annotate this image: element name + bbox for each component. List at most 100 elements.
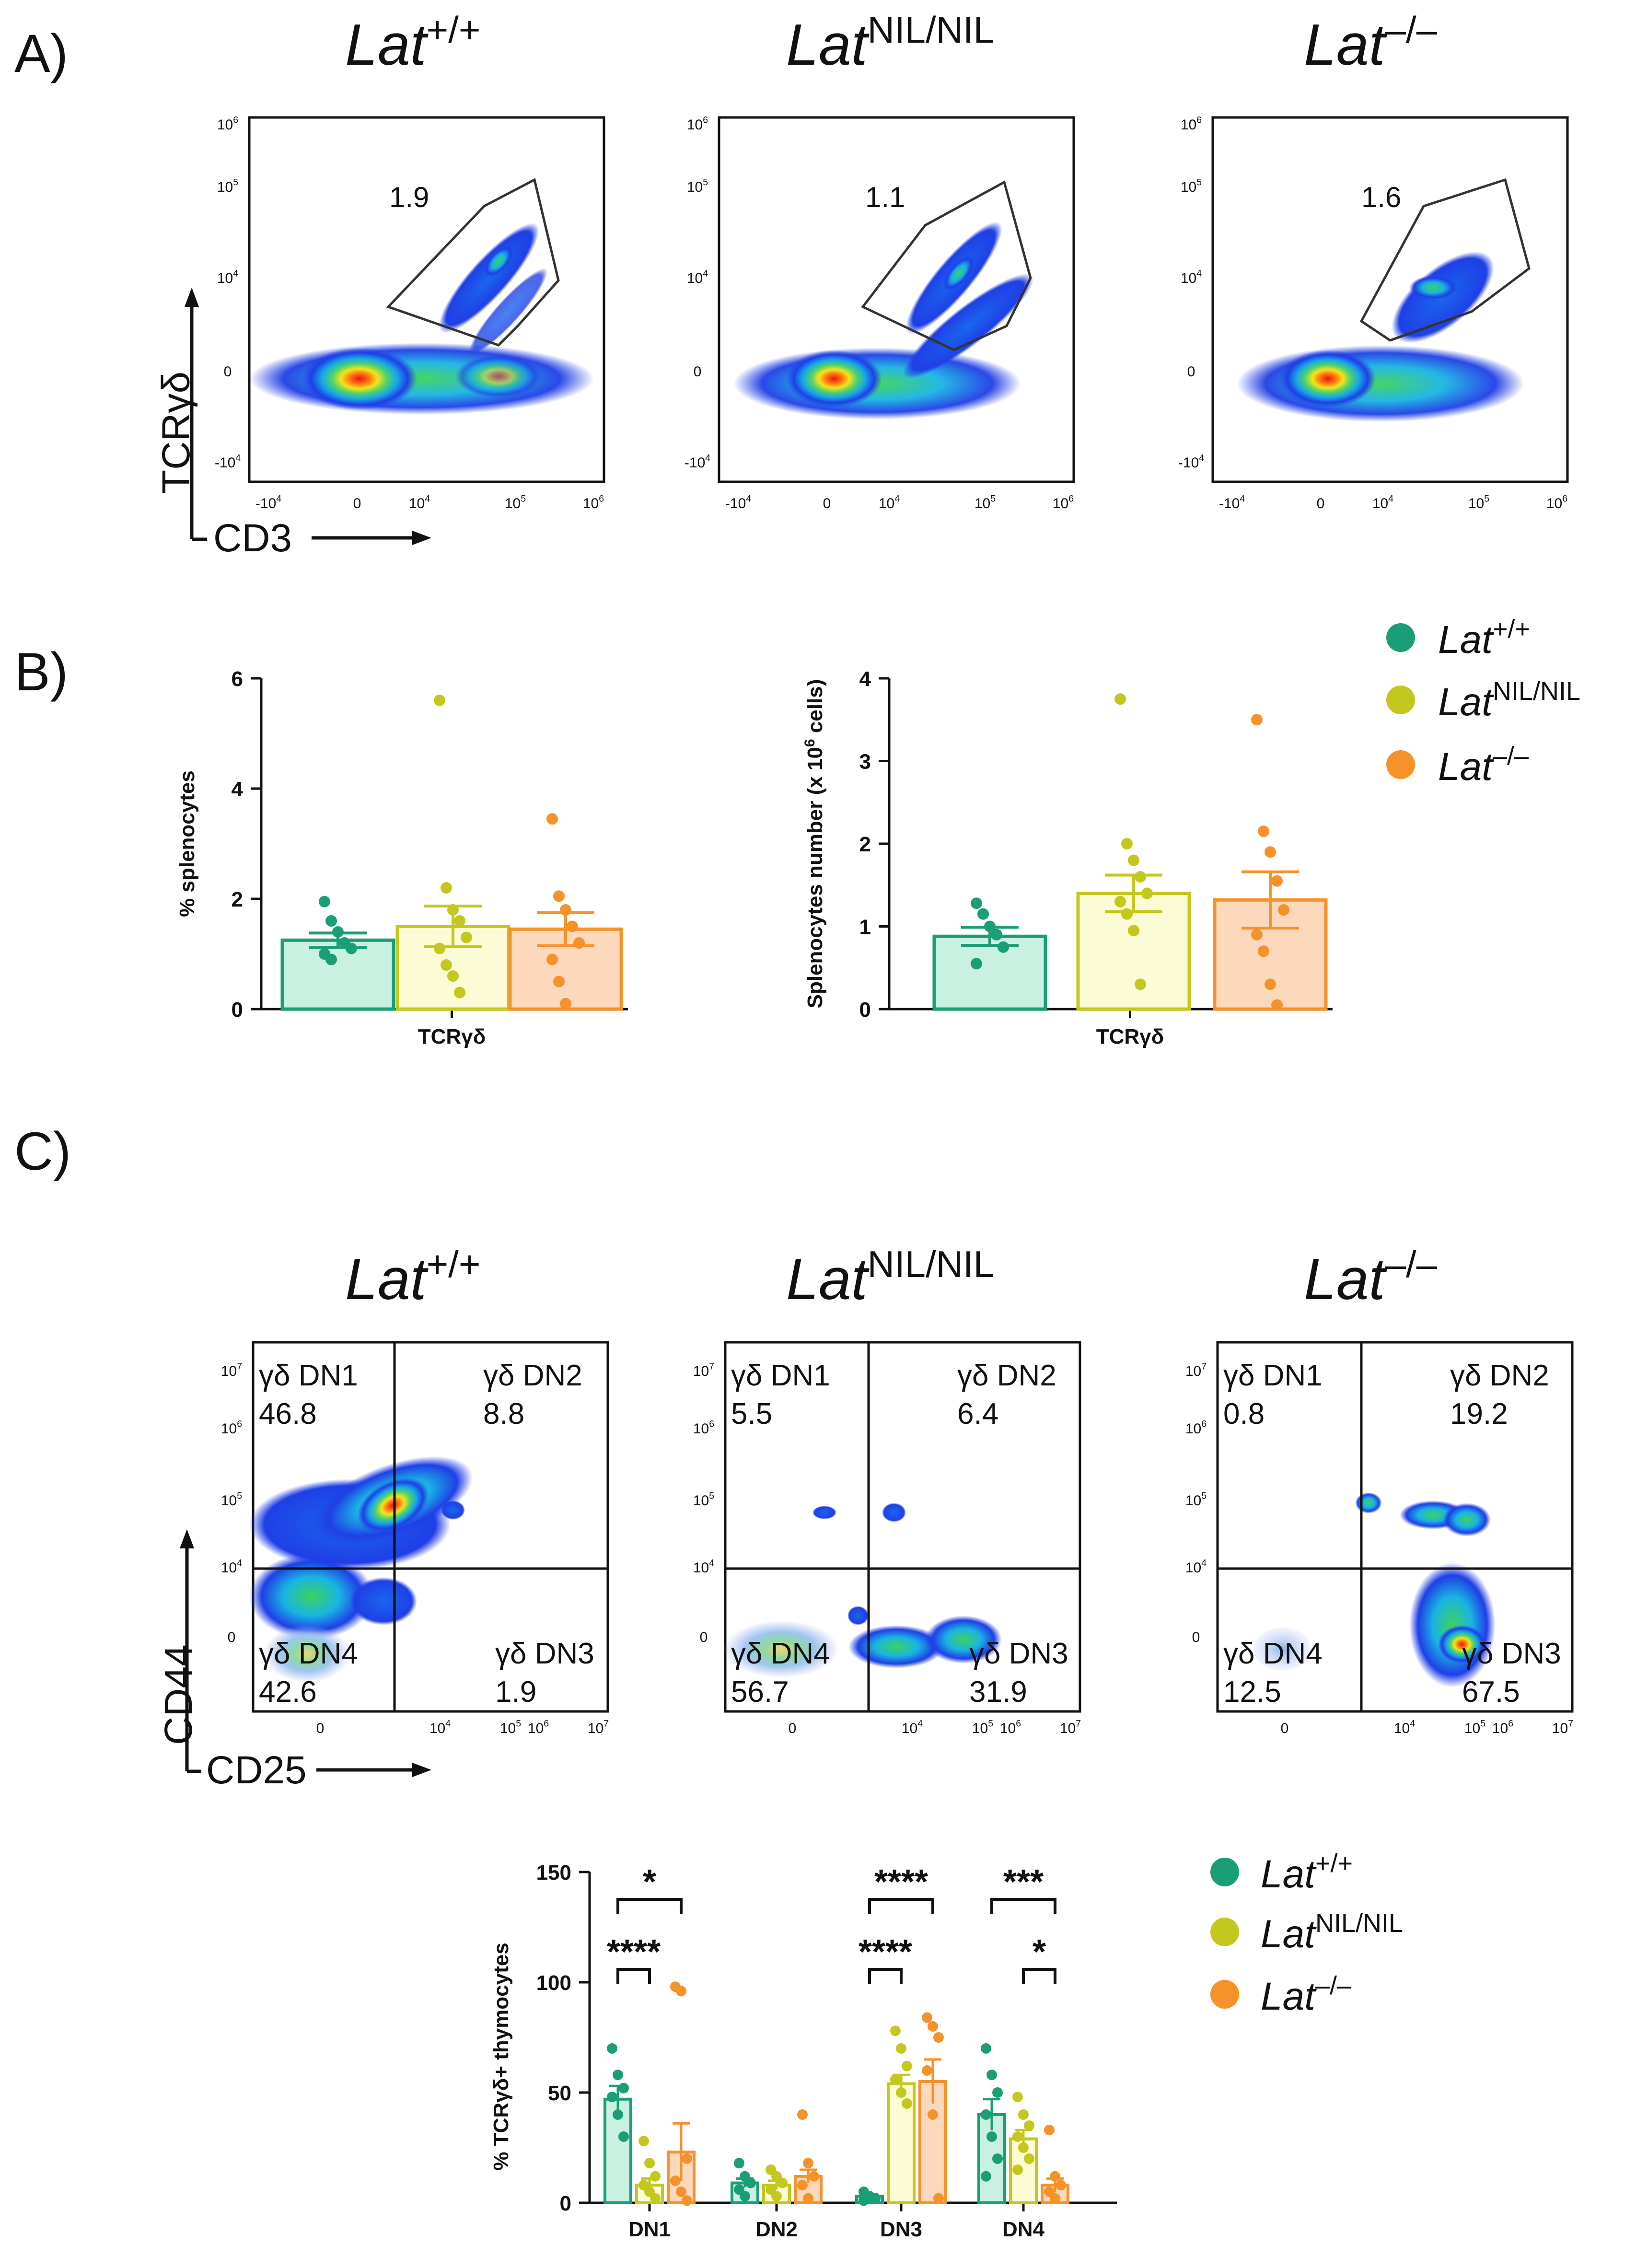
chart-b2-point-1-4: [1141, 887, 1153, 899]
c-xtick-2-1: 104: [1394, 1719, 1415, 1737]
chart-b1-ytick-label-0: 0: [232, 998, 243, 1022]
c-dn4-value-1: 56.7: [731, 1675, 789, 1709]
chart-b2-point-1-8: [1135, 978, 1146, 990]
c-dn4-label-1: γδ DN4: [731, 1637, 830, 1670]
chart-c-dn-subsets: 0 50 100 150 % TCRγδ+ thymocytes DN1 DN2 DN3 DN4…: [489, 1861, 1117, 2241]
a-xtick-0-0: -104: [255, 494, 281, 512]
chart-b2-point-2-1: [1258, 826, 1269, 837]
c-ytick-0-2: 105: [221, 1491, 242, 1509]
c2-point-2-2-2: [933, 2032, 944, 2043]
c2-point-2-2-3: [922, 2065, 932, 2076]
a-xtick-2-4: 106: [1546, 494, 1567, 512]
c2-ylabel: % TCRγδ+ thymocytes: [489, 1942, 513, 2170]
c-dn3-value-1: 31.9: [969, 1675, 1027, 1709]
chart-b2-ytick-label-4: 4: [859, 667, 871, 691]
c2-point-3-0-4: [986, 2131, 997, 2142]
c2-point-0-1-0: [638, 2136, 649, 2147]
c-ytick-2-2: 105: [1185, 1491, 1207, 1509]
c2-point-2-2-4: [928, 2109, 938, 2120]
c2-point-2-1-4: [896, 2087, 906, 2098]
c2-point-0-0-0: [607, 2043, 617, 2054]
c2-point-1-2-3: [797, 2180, 808, 2191]
chart-b2-point-0-2: [984, 920, 996, 932]
c2-ytick-label-1: 50: [548, 2082, 571, 2105]
c2-point-0-0-4: [613, 2109, 623, 2120]
chart-b2-point-1-7: [1128, 925, 1139, 937]
c-xtick-0-0: 0: [316, 1721, 325, 1736]
c-xtick-2-2: 105: [1464, 1719, 1485, 1737]
c2-bar-2-2: [918, 2080, 947, 2204]
chart-b1-point-2-7: [560, 998, 571, 1010]
c2-point-2-0-3: [859, 2195, 869, 2206]
panel-label-c: C): [14, 1121, 71, 1181]
flow-c-quadrant-labels: γδ DN1 46.8 γδ DN2 8.8 γδ DN4 42.6 γδ DN3 1.9 γδ…: [259, 1359, 1561, 1709]
c-dn1-label-0: γδ DN1: [259, 1359, 358, 1392]
chart-b1-point-2-2: [560, 904, 571, 916]
c-xtick-1-0: 0: [789, 1721, 797, 1736]
c2-point-0-1-2: [650, 2171, 661, 2182]
chart-b2-point-2-3: [1271, 875, 1283, 887]
c2-point-1-0-2: [745, 2177, 756, 2188]
chart-b1-point-2-6: [553, 976, 565, 988]
chart-b1-point-1-2: [447, 904, 459, 916]
a-xtick-0-2: 104: [409, 494, 430, 512]
chart-b1-point-1-7: [447, 970, 459, 982]
c-dn4-value-2: 12.5: [1223, 1675, 1281, 1709]
c-dn2-value-1: 6.4: [957, 1397, 998, 1431]
flow-a-axis-arrows: [185, 288, 431, 545]
c2-sig-label-2: ****: [874, 1863, 928, 1901]
a-ytick-1-1: 105: [687, 177, 708, 196]
c-xtick-2-0: 0: [1281, 1721, 1289, 1736]
a-xtick-0-1: 0: [353, 496, 361, 512]
c2-point-3-2-2: [1056, 2180, 1066, 2191]
chart-b2-point-0-3: [991, 929, 1002, 941]
chart-b1-ytick-label-2: 4: [232, 778, 244, 801]
chart-b2-point-2-4: [1278, 904, 1289, 916]
a-xtick-2-3: 105: [1468, 494, 1489, 512]
a-xtick-0-3: 105: [505, 494, 526, 512]
chart-b1-point-0-6: [325, 954, 337, 965]
chart-b2-point-0-1: [977, 908, 989, 920]
c2-point-3-2-4: [1050, 2193, 1060, 2204]
chart-b2-point-2-5: [1251, 929, 1263, 941]
panel-label-a: A): [14, 23, 68, 83]
a-xtick-1-2: 104: [879, 494, 900, 512]
chart-b2-point-2-7: [1265, 978, 1276, 990]
c2-point-0-1-1: [644, 2158, 655, 2169]
c2-sig-bracket-5: [1022, 1968, 1056, 1984]
a-xtick-2-1: 0: [1317, 496, 1325, 512]
a-ytick-2-4: -104: [1178, 453, 1204, 471]
c-xtick-2-3: 106: [1492, 1719, 1513, 1737]
c-xtick-1-4: 107: [1060, 1719, 1081, 1737]
c-title-wt: Lat+/+: [345, 1243, 480, 1312]
a-ytick-2-0: 106: [1181, 115, 1202, 133]
a-xtick-1-4: 106: [1053, 494, 1074, 512]
c-dn3-value-0: 1.9: [495, 1675, 536, 1709]
c-dn3-label-2: γδ DN3: [1462, 1637, 1561, 1670]
chart-b2-ytick-label-0: 0: [859, 998, 871, 1022]
c-dn2-label-0: γδ DN2: [483, 1359, 582, 1392]
chart-b1-bar-0: [280, 938, 395, 1011]
flow-plot-c-wt: [249, 1341, 609, 1713]
c-xtick-0-3: 106: [528, 1719, 549, 1737]
chart-b2-point-0-4: [998, 941, 1009, 953]
chart-b1-ytick-label-1: 2: [232, 888, 243, 911]
chart-b1-point-1-6: [441, 959, 452, 971]
c2-point-2-1-3: [890, 2074, 901, 2085]
flow-a-tick-labels: -104 0 104 105 106 106 105 104 0 -104 -104 0 104 105 1…: [215, 115, 1567, 512]
c2-point-3-0-0: [981, 2043, 991, 2054]
chart-b1-point-0-0: [319, 896, 330, 907]
legend-c-swatch-nil: [1210, 1918, 1239, 1946]
chart-b-percent: 0 2 4 6 TCRγδ % splenocytes: [175, 667, 628, 1048]
c2-bar-3-1: [1009, 2137, 1038, 2205]
legend-c-ko: Lat–/–: [1261, 1971, 1351, 2018]
a-xtick-2-0: -104: [1219, 494, 1245, 512]
gate-pct-wt: 1.9: [389, 181, 429, 213]
chart-b2-point-2-2: [1265, 846, 1276, 858]
c2-sig-label-0: *: [643, 1863, 656, 1901]
c-ytick-1-3: 104: [693, 1558, 714, 1576]
flow-plot-a-wt: 1.9: [248, 116, 605, 483]
chart-b1-point-2-3: [567, 920, 578, 932]
c-ytick-0-1: 106: [221, 1419, 242, 1437]
